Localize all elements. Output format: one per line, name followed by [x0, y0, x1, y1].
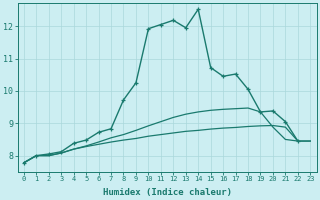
X-axis label: Humidex (Indice chaleur): Humidex (Indice chaleur) — [103, 188, 232, 197]
